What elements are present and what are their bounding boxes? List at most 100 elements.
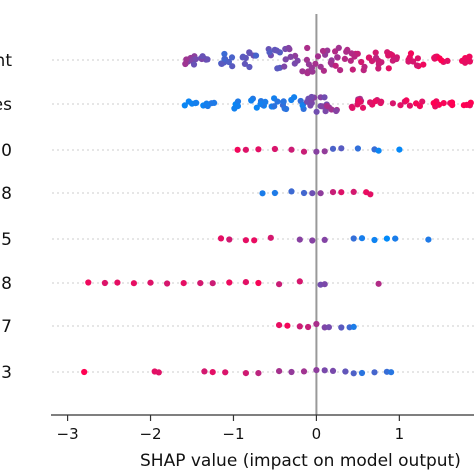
data-point bbox=[300, 368, 308, 375]
data-point bbox=[192, 56, 199, 63]
data-point bbox=[221, 50, 228, 58]
x-tick-label: −3 bbox=[57, 425, 79, 443]
feature-label: es bbox=[0, 95, 12, 115]
feature-label: nt bbox=[0, 51, 12, 71]
data-point bbox=[430, 100, 437, 107]
data-point bbox=[341, 55, 348, 63]
data-point bbox=[299, 102, 306, 109]
data-point bbox=[329, 189, 337, 196]
data-point bbox=[407, 50, 415, 57]
data-point bbox=[266, 49, 273, 56]
data-point bbox=[288, 188, 295, 195]
data-point bbox=[307, 102, 314, 109]
data-point bbox=[351, 53, 358, 60]
data-point bbox=[181, 102, 188, 109]
feature-label: 5 bbox=[1, 230, 12, 250]
data-point bbox=[246, 63, 253, 71]
data-point bbox=[246, 49, 253, 57]
data-point bbox=[338, 189, 345, 196]
data-point bbox=[251, 237, 258, 244]
data-point bbox=[436, 55, 443, 62]
data-point bbox=[366, 54, 373, 61]
data-point bbox=[349, 66, 356, 73]
data-point bbox=[276, 368, 283, 375]
data-point bbox=[284, 322, 291, 329]
data-point bbox=[321, 94, 328, 101]
data-point bbox=[372, 98, 379, 105]
data-point bbox=[300, 148, 308, 155]
data-point bbox=[313, 108, 320, 115]
data-point bbox=[350, 323, 357, 330]
data-point bbox=[327, 59, 334, 66]
data-point bbox=[335, 44, 342, 52]
data-point bbox=[271, 103, 278, 110]
data-point bbox=[338, 145, 345, 152]
data-point bbox=[375, 65, 382, 72]
feature-label: 7 bbox=[1, 317, 12, 337]
data-point bbox=[305, 323, 312, 331]
data-point bbox=[321, 281, 328, 288]
data-point bbox=[309, 190, 316, 197]
data-point bbox=[281, 105, 288, 112]
data-point bbox=[329, 145, 337, 152]
data-point bbox=[420, 61, 427, 68]
data-point bbox=[304, 44, 311, 52]
data-point bbox=[255, 279, 262, 287]
data-point bbox=[222, 369, 229, 376]
data-point bbox=[373, 54, 380, 61]
data-point bbox=[203, 100, 210, 107]
data-point bbox=[317, 63, 324, 70]
feature-label: 0 bbox=[1, 141, 12, 161]
data-point bbox=[199, 53, 206, 60]
data-point bbox=[296, 323, 303, 330]
data-point bbox=[390, 56, 397, 63]
data-point bbox=[410, 58, 417, 65]
data-point bbox=[259, 190, 266, 197]
data-point bbox=[350, 370, 357, 377]
data-point bbox=[350, 188, 357, 195]
data-point bbox=[280, 98, 287, 105]
data-point bbox=[147, 279, 154, 286]
data-point bbox=[252, 52, 260, 59]
data-point bbox=[226, 236, 233, 243]
data-point bbox=[332, 62, 339, 69]
data-point bbox=[392, 235, 399, 242]
data-point bbox=[372, 49, 379, 56]
data-point bbox=[466, 58, 473, 65]
data-point bbox=[357, 98, 364, 105]
x-axis-label: SHAP value (impact on model output) bbox=[140, 451, 461, 471]
data-point bbox=[197, 280, 204, 287]
data-point bbox=[406, 102, 413, 109]
data-point bbox=[358, 58, 365, 66]
data-point bbox=[201, 368, 208, 375]
data-point bbox=[321, 367, 328, 374]
data-point bbox=[385, 65, 392, 72]
data-point bbox=[242, 237, 249, 244]
data-point bbox=[431, 55, 439, 62]
feature-label: 8 bbox=[1, 274, 12, 294]
row-guides bbox=[52, 59, 474, 373]
data-point bbox=[282, 56, 289, 63]
data-point bbox=[371, 369, 378, 376]
data-point bbox=[396, 146, 403, 153]
data-point bbox=[389, 52, 396, 59]
data-point bbox=[350, 235, 357, 242]
feature-label: 8 bbox=[1, 184, 12, 204]
data-point bbox=[309, 237, 316, 244]
data-point bbox=[349, 104, 356, 111]
data-point bbox=[281, 63, 288, 70]
data-point bbox=[255, 370, 262, 377]
x-tick-label: 1 bbox=[395, 425, 405, 443]
data-point bbox=[403, 97, 410, 104]
data-point bbox=[81, 368, 88, 376]
data-point bbox=[273, 47, 280, 54]
data-point bbox=[313, 367, 320, 374]
data-point bbox=[234, 146, 241, 153]
data-point bbox=[217, 235, 225, 242]
data-point bbox=[183, 56, 190, 63]
data-point bbox=[321, 236, 328, 243]
data-point bbox=[333, 107, 340, 115]
data-point bbox=[308, 93, 315, 101]
data-point bbox=[229, 63, 236, 70]
data-point bbox=[299, 68, 306, 75]
